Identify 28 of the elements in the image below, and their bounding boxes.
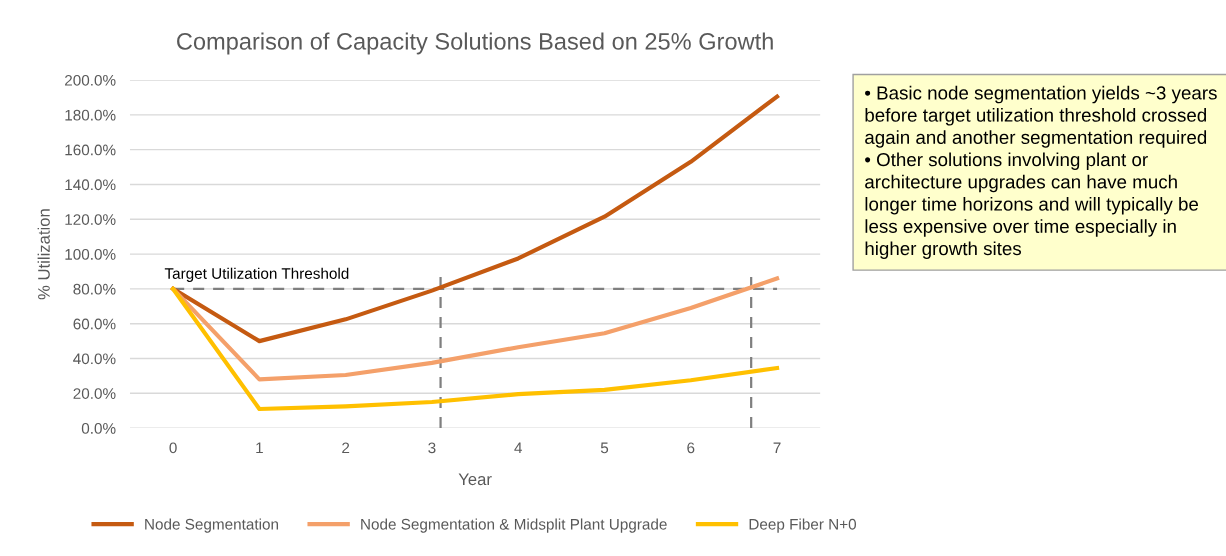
y-axis-title: % Utilization — [37, 209, 50, 300]
ref-line-label: Target Utilization Threshold — [164, 267, 349, 282]
y-tick-label: 60.0% — [73, 318, 116, 330]
y-tick-label: 120.0% — [65, 214, 116, 225]
x-tick-label: 3 — [428, 442, 436, 454]
x-tick-label: 1 — [256, 442, 263, 454]
y-tick-label: 20.0% — [73, 388, 116, 399]
legend-label: Node Segmentation & Midsplit Plant Upgrade — [361, 518, 667, 533]
y-tick-label: 140.0% — [65, 179, 116, 191]
y-tick-label: 0.0% — [81, 422, 116, 434]
x-tick-label: 7 — [773, 442, 781, 454]
x-tick-label: 5 — [600, 442, 609, 454]
y-tick-label: 200.0% — [65, 74, 116, 86]
y-tick-label: 180.0% — [65, 109, 116, 121]
text: • Basic node segmentation yields ~3 years before target utilization threshold crossed again and another segmentation required • Other solutions involving plant or architecture upgrades can have much longer time horizons and will typically be less expensive over time especially in higher growth sites — [865, 85, 1217, 259]
x-tick-label: 4 — [514, 442, 523, 454]
x-tick-label: 0 — [169, 442, 177, 454]
chart-title: Comparison of Capacity Solutions Based on 25% Growth — [177, 32, 773, 55]
y-tick-label: 160.0% — [65, 144, 116, 156]
y-tick-label: 100.0% — [65, 248, 116, 260]
legend-label: Node Segmentation — [145, 518, 279, 533]
x-tick-label: 2 — [342, 442, 350, 454]
line-series — [171, 286, 780, 412]
y-tick-label: 80.0% — [73, 283, 116, 295]
legend-label: Deep Fiber N+0 — [749, 518, 857, 533]
x-tick-label: 6 — [687, 442, 695, 454]
y-tick-label: 40.0% — [73, 353, 116, 365]
x-axis-title: Year — [458, 473, 492, 486]
